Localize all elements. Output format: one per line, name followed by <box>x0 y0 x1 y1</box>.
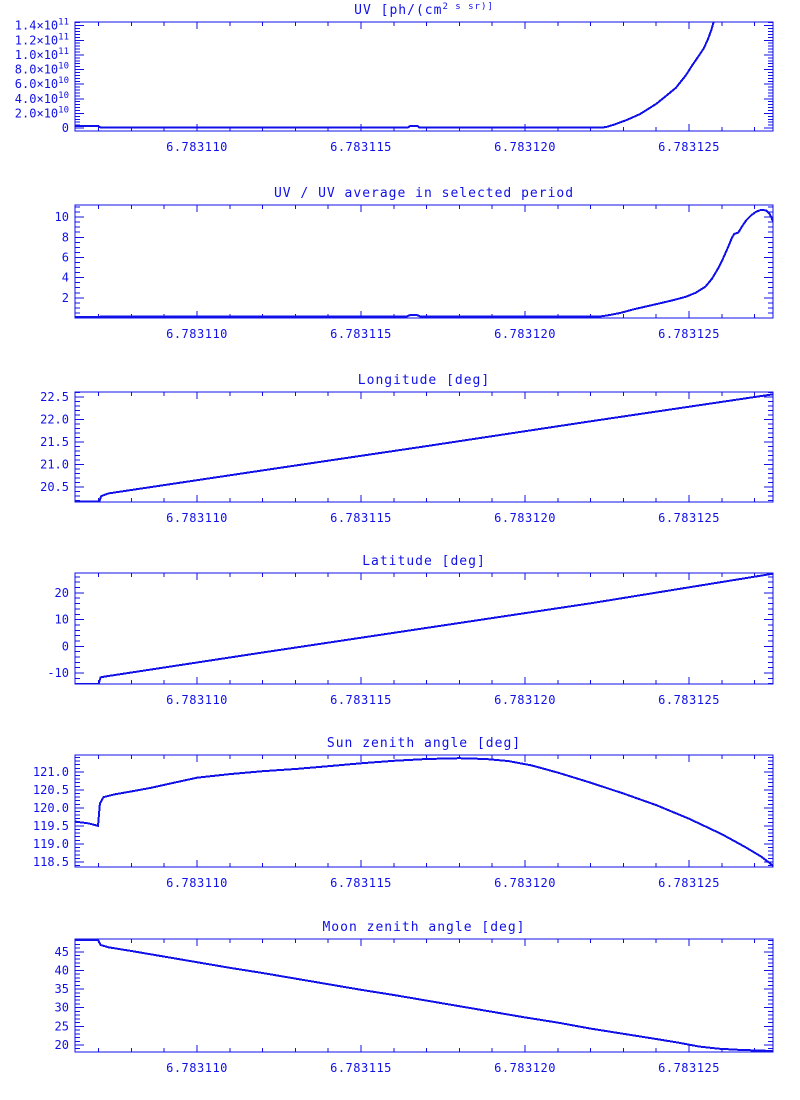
plot-box <box>74 754 774 868</box>
tick-label: 6.783110 <box>166 327 228 341</box>
tick-label: 6.783120 <box>494 1061 556 1075</box>
series-uv <box>75 22 715 129</box>
tick-label: 121.0 <box>33 765 69 779</box>
tick-label: 6.783120 <box>494 327 556 341</box>
tick-label: 1.0×1011 <box>15 47 69 62</box>
tick-label: 22.0 <box>40 413 69 427</box>
tick-label: 6.783125 <box>658 876 720 890</box>
chart-uv-ratio: UV / UV average in selected period 6.7831… <box>55 186 774 341</box>
tick-label: 40 <box>55 963 69 977</box>
tick-label: 8 <box>62 230 69 244</box>
tick-label: 45 <box>55 945 69 959</box>
tick-label: -10 <box>47 666 69 680</box>
series-longitude <box>75 393 773 502</box>
chart-moon-zenith: Moon zenith angle [deg] 6.783110 6.783115 6… <box>55 920 774 1075</box>
chart-title: UV [ph/(cm2 s sr)] <box>354 2 494 18</box>
tick-label: 6.783115 <box>330 876 392 890</box>
plot-box <box>74 572 774 685</box>
plot-box <box>74 21 774 132</box>
tick-label: 6.783115 <box>330 693 392 707</box>
tick-label: 6.783125 <box>658 140 720 154</box>
tick-label: 6.783125 <box>658 327 720 341</box>
tick-label: 0 <box>62 121 69 135</box>
tick-label: 1.2×1011 <box>15 32 69 47</box>
tick-label: 0 <box>62 639 69 653</box>
tick-label: 22.5 <box>40 390 69 404</box>
tick-label: 119.0 <box>33 837 69 851</box>
chart-title: UV / UV average in selected period <box>274 186 574 201</box>
tick-label: 30 <box>55 1001 69 1015</box>
tick-label: 8.0×1010 <box>15 62 69 77</box>
tick-label: 6.783115 <box>330 327 392 341</box>
tick-label: 6.783110 <box>166 140 228 154</box>
tick-label: 6.783110 <box>166 693 228 707</box>
tick-label: 4 <box>62 271 69 285</box>
chart-title: Latitude [deg] <box>362 554 486 569</box>
series-uv-ratio <box>75 208 773 318</box>
tick-label: 2.0×1010 <box>15 105 69 120</box>
tick-label: 6.0×1010 <box>15 76 69 91</box>
series-latitude <box>75 573 773 684</box>
chart-longitude: Longitude [deg] 6.783110 6.783115 6.783120 6… <box>40 373 774 525</box>
tick-label: 118.5 <box>33 855 69 869</box>
tick-label: 119.5 <box>33 819 69 833</box>
tick-label: 20 <box>55 1038 69 1052</box>
tick-label: 1.4×1011 <box>15 18 69 33</box>
chart-title: Longitude [deg] <box>358 373 490 388</box>
tick-label: 4.0×1010 <box>15 91 69 106</box>
plot-box <box>74 204 774 319</box>
tick-label: 6.783125 <box>658 511 720 525</box>
plot-box <box>74 938 774 1053</box>
chart-uv: UV [ph/(cm2 s sr)] 6.783110 6.783115 6.7831… <box>15 2 774 154</box>
tick-label: 6 <box>62 250 69 264</box>
tick-label: 25 <box>55 1019 69 1033</box>
series-sun-zenith <box>75 757 773 867</box>
tick-label: 6.783115 <box>330 511 392 525</box>
tick-label: 6.783120 <box>494 693 556 707</box>
tick-label: 20.5 <box>40 480 69 494</box>
tick-label: 6.783120 <box>494 140 556 154</box>
tick-label: 6.783120 <box>494 511 556 525</box>
tick-label: 6.783125 <box>658 693 720 707</box>
tick-label: 6.783110 <box>166 876 228 890</box>
tick-label: 21.0 <box>40 458 69 472</box>
tick-label: 2 <box>62 291 69 305</box>
tick-label: 120.0 <box>33 801 69 815</box>
tick-label: 120.5 <box>33 783 69 797</box>
chart-latitude: Latitude [deg] 6.783110 6.783115 6.783120 6.… <box>47 554 774 707</box>
chart-sun-zenith: Sun zenith angle [deg] 6.783110 6.783115 6.… <box>33 736 774 890</box>
tick-label: 10 <box>55 613 69 627</box>
tick-label: 6.783125 <box>658 1061 720 1075</box>
tick-label: 6.783115 <box>330 140 392 154</box>
tick-label: 21.5 <box>40 435 69 449</box>
tick-label: 6.783110 <box>166 511 228 525</box>
tick-label: 35 <box>55 982 69 996</box>
series-moon-zenith <box>75 939 773 1052</box>
tick-label: 6.783110 <box>166 1061 228 1075</box>
tick-label: 10 <box>55 210 69 224</box>
tick-label: 6.783115 <box>330 1061 392 1075</box>
chart-title: Moon zenith angle [deg] <box>322 920 525 935</box>
tick-label: 6.783120 <box>494 876 556 890</box>
tick-label: 20 <box>55 586 69 600</box>
chart-title: Sun zenith angle [deg] <box>327 736 521 751</box>
